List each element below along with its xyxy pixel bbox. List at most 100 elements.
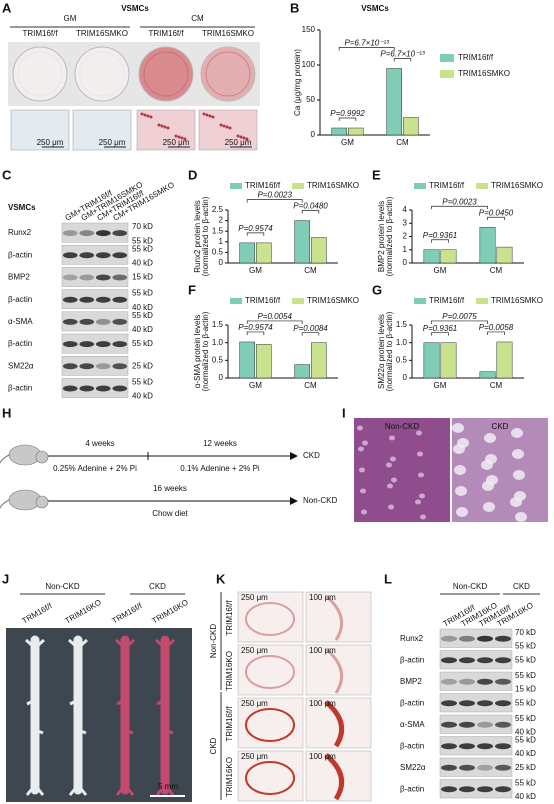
y-tick-label: 0 — [403, 373, 408, 382]
blot-band — [495, 764, 511, 771]
bar — [479, 371, 496, 379]
kd-label: 70 kD — [132, 222, 153, 231]
legend-label: TRIM16f/f — [429, 296, 465, 305]
tubule — [484, 433, 496, 443]
kd-label: 15 kD — [132, 273, 153, 282]
lane-label: TRM16f/f — [111, 601, 145, 626]
blot-label: Runx2 — [8, 228, 32, 237]
significance-bracket — [487, 331, 505, 335]
panel-letter: L — [384, 571, 392, 586]
dish-inner — [79, 51, 125, 97]
blot-band — [112, 385, 128, 392]
tubule — [391, 477, 397, 483]
stain-spot — [180, 136, 184, 140]
stain-spot — [202, 112, 206, 116]
blot-band — [459, 700, 475, 707]
tubule — [485, 454, 497, 464]
blot-label: β-actin — [8, 339, 32, 348]
kd-label: 55 kD — [515, 714, 536, 723]
kd-label: 55 kD — [515, 779, 536, 788]
tubule — [389, 435, 395, 441]
scale-bar: 250 μm — [37, 138, 64, 147]
kd-label: 55 kD — [132, 339, 153, 348]
tubule — [486, 475, 498, 485]
duration: 12 weeks — [203, 439, 237, 448]
blot-band — [62, 318, 78, 325]
aorta-branch — [25, 638, 45, 796]
legend-swatch — [230, 298, 242, 304]
panel-letter: I — [342, 405, 346, 420]
stain-spot — [236, 134, 240, 138]
outcome: Non-CKD — [303, 496, 337, 505]
group-label: Non-CKD — [453, 582, 487, 591]
panel-title: VSMCs — [8, 203, 36, 212]
y-axis-label: Runx2 protein levels — [193, 200, 202, 272]
x-tick-label: CM — [396, 138, 409, 147]
kd-label: 55 kD — [515, 642, 536, 651]
blot-band — [441, 635, 457, 642]
legend-swatch — [292, 183, 304, 189]
bar — [386, 68, 402, 136]
y-axis-label: (normalized to β-actin) — [201, 196, 210, 276]
y-tick-label: 0.5 — [396, 355, 408, 364]
y-tick-label: 1 — [219, 237, 224, 246]
y-axis-label: (normalized to β-actin) — [385, 311, 394, 391]
p-value: P=0.9574 — [238, 224, 273, 233]
blot-band — [112, 341, 128, 348]
blot-band — [495, 786, 511, 793]
stain-spot — [166, 126, 170, 130]
blot-band — [459, 786, 475, 793]
aorta-branch — [115, 638, 135, 796]
y-tick-label: 2 — [403, 232, 408, 241]
p-value: P=0.9361 — [423, 231, 457, 240]
tubule — [455, 486, 467, 496]
tubule — [360, 488, 366, 494]
legend-label: TRIM16SMKO — [307, 296, 359, 305]
vessel-section — [245, 708, 295, 742]
lane-label: TRM16f/f — [21, 601, 55, 626]
group-label: CKD — [209, 737, 218, 754]
scale-bar: 100 μm — [309, 699, 336, 708]
bar — [348, 127, 364, 136]
bar — [423, 342, 440, 379]
p-value: P=6.7×10⁻¹³ — [380, 50, 425, 59]
bar — [423, 249, 440, 264]
y-axis-label: (normalized to β-actin) — [385, 196, 394, 276]
scale-bar: 250 μm — [225, 138, 252, 147]
blot-band — [62, 274, 78, 281]
kd-label: 55 kD — [132, 244, 153, 253]
dish — [200, 46, 256, 102]
kd-label: 40 kD — [132, 303, 153, 312]
blot-band — [459, 764, 475, 771]
kd-label: 25 kD — [132, 361, 153, 370]
blot-band — [95, 274, 111, 281]
blot-band — [95, 363, 111, 370]
legend-label: TRIM16f/f — [245, 181, 281, 190]
p-value: P=0.9574 — [238, 323, 273, 332]
stain-spot — [143, 113, 147, 117]
stain-spot — [205, 113, 209, 117]
kd-label: 40 kD — [515, 792, 536, 801]
significance-bracket — [246, 320, 303, 324]
duration: 4 weeks — [85, 439, 114, 448]
scale-bar: 5 mm — [158, 782, 178, 791]
blot-band — [459, 721, 475, 728]
blot-band — [79, 274, 95, 281]
panel-letter: A — [2, 0, 12, 15]
panel-letter: B — [290, 0, 299, 15]
y-tick-label: 3 — [403, 218, 408, 227]
legend-swatch — [414, 298, 426, 304]
blot-band — [495, 721, 511, 728]
kd-label: 55 kD — [515, 736, 536, 745]
significance-bracket — [431, 332, 449, 336]
arrowhead — [290, 497, 298, 505]
vessel-section — [245, 602, 295, 636]
blot-band — [95, 296, 111, 303]
stain-spot — [177, 135, 181, 139]
y-tick-label: 2.5 — [212, 205, 224, 214]
blot-band — [477, 700, 493, 707]
y-tick-label: 150 — [302, 25, 316, 34]
tubule — [417, 451, 423, 457]
y-axis-label: SM22α protein levels — [377, 314, 386, 389]
kd-label: 70 kD — [515, 628, 536, 637]
